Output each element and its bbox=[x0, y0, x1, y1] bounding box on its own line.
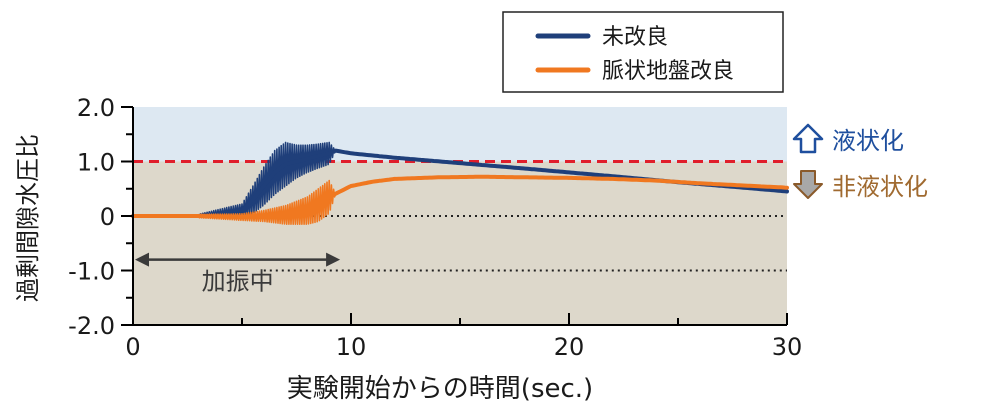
not-liquefied-label: 非液状化 bbox=[832, 173, 928, 201]
y-tick-label: 0 bbox=[100, 203, 115, 231]
x-axis-label: 実験開始からの時間(sec.) bbox=[287, 374, 593, 404]
y-axis-label: 過剰間隙水圧比 bbox=[14, 134, 42, 302]
x-tick-label: 20 bbox=[554, 333, 585, 361]
series-layer bbox=[131, 141, 789, 225]
liquefied-label: 液状化 bbox=[832, 127, 904, 155]
series-oscillation-trace bbox=[197, 179, 337, 225]
legend-label-unimproved: 未改良 bbox=[602, 25, 668, 50]
zone-labels: 液状化 非液状化 bbox=[792, 123, 928, 201]
up-arrow-icon bbox=[792, 123, 824, 154]
x-tick-label: 0 bbox=[125, 333, 140, 361]
non-liquefaction-zone-background bbox=[133, 161, 787, 325]
legend: 未改良 脈状地盤改良 bbox=[502, 11, 784, 93]
y-tick-label: 1.0 bbox=[77, 149, 115, 177]
legend-box bbox=[502, 11, 784, 93]
shaking-arrow-left-head bbox=[135, 252, 149, 267]
x-tick-label: 10 bbox=[336, 333, 367, 361]
series-improved bbox=[131, 174, 789, 225]
liquefaction-zone-background bbox=[133, 107, 787, 162]
legend-label-improved: 脈状地盤改良 bbox=[602, 59, 734, 84]
y-tick-label: -2.0 bbox=[68, 312, 115, 340]
shaking-arrow-right-head bbox=[326, 252, 341, 267]
y-tick-label: -1.0 bbox=[68, 258, 115, 286]
y-tick-label: 2.0 bbox=[77, 94, 115, 122]
down-arrow-icon bbox=[793, 170, 823, 199]
shaking-label: 加振中 bbox=[202, 268, 274, 296]
series-mean-line bbox=[131, 174, 789, 220]
shaking-annotation: 加振中 bbox=[135, 252, 341, 296]
tick-layer: 2.0 1.0 0 -1.0 -2.0 0 10 20 30 bbox=[68, 94, 802, 361]
x-tick-label: 30 bbox=[772, 333, 803, 361]
